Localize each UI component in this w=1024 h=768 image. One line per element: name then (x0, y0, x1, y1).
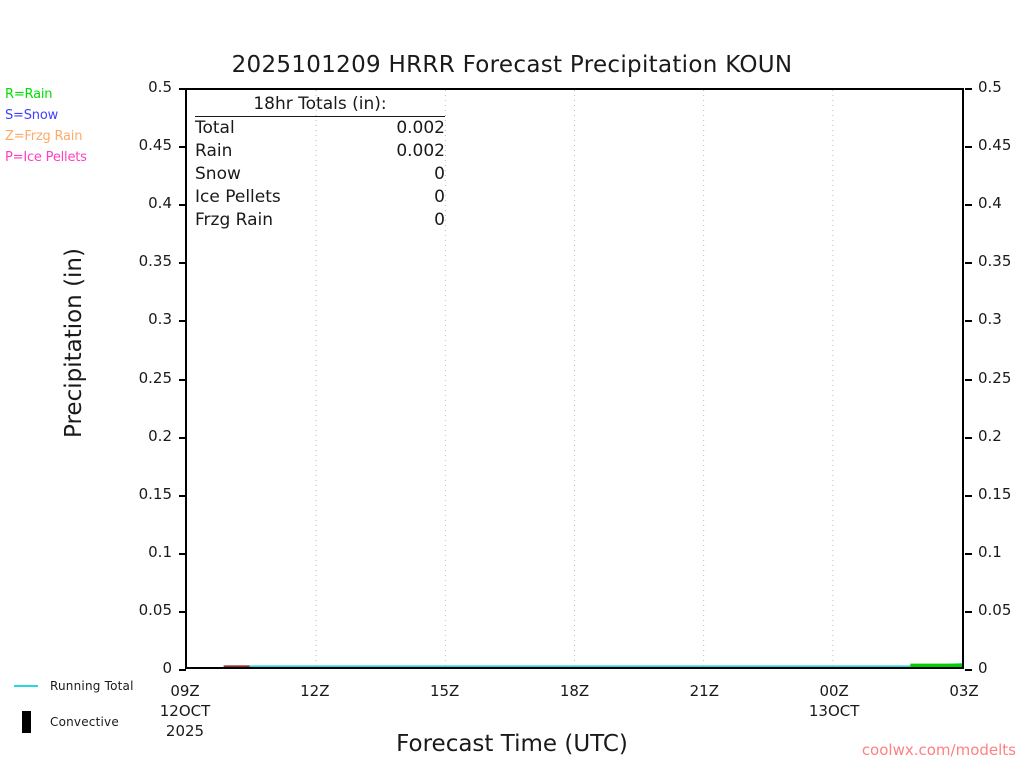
watermark: coolwx.com/modelts (861, 741, 1016, 759)
x-date-label: 2025 (165, 722, 205, 740)
x-tick-label: 09Z (170, 682, 200, 700)
y-tick-label-right: 0.45 (978, 136, 1012, 155)
y-tick-mark-right (965, 378, 972, 381)
legend-row-running-total: Running Total (14, 668, 134, 704)
totals-row-frzg-rain: Frzg Rain 0 (195, 209, 445, 232)
y-tick-label-right: 0.4 (978, 194, 1002, 213)
y-tick-label-right: 0.3 (978, 310, 1002, 329)
legend-item-rain: R=Rain (5, 87, 53, 102)
y-tick-mark-left (179, 552, 186, 555)
legend-item-frzg-rain: Z=Frzg Rain (5, 129, 83, 144)
y-tick-label-right: 0.35 (978, 252, 1012, 271)
plot-area[interactable]: R 18hr Totals (in): Total 0.002 Rain 0.0… (185, 88, 964, 669)
y-tick-mark-left (179, 378, 186, 381)
totals-label: Total (195, 118, 235, 138)
x-tick-label: 21Z (689, 682, 720, 700)
x-date-label: 12OCT (159, 702, 211, 720)
y-tick-mark-left (179, 262, 186, 265)
y-tick-mark-right (965, 146, 972, 149)
x-tick-label: 12Z (300, 682, 330, 700)
y-tick-label-right: 0 (978, 659, 988, 677)
x-tick-label: 15Z (429, 682, 460, 700)
totals-label: Rain (195, 141, 233, 161)
data-layer: R (187, 90, 962, 667)
totals-value: 0.002 (396, 118, 445, 138)
y-tick-label-left: 0 (162, 659, 172, 677)
y-axis-labels-right: 0.5 0.45 0.4 0.35 0.3 0.25 0.2 0.15 0.1 0.05 0 (978, 78, 1024, 677)
y-tick-label-right: 0.25 (978, 368, 1012, 387)
totals-box: 18hr Totals (in): Total 0.002 Rain 0.002… (195, 94, 445, 232)
y-axis-ticks-left (178, 88, 186, 671)
y-axis-labels-left: 0.5 0.45 0.4 0.35 0.3 0.25 0.2 0.15 0.1 0.05 0 (110, 78, 172, 677)
y-tick-label-right: 0.05 (978, 600, 1012, 619)
legend-row-convective: Convective (14, 704, 134, 740)
totals-value: 0.002 (396, 141, 445, 161)
y-tick-mark-left (179, 610, 186, 613)
legend-item-snow: S=Snow (5, 108, 59, 123)
legend-item-ice-pellets: P=Ice Pellets (5, 150, 87, 165)
grid-layer (187, 90, 962, 667)
y-tick-mark-left (179, 204, 186, 207)
totals-value: 0 (434, 164, 445, 184)
y-tick-label-left: 0.25 (138, 368, 172, 387)
y-tick-mark-right (965, 669, 972, 671)
x-axis-labels: 09Z 12Z 15Z 18Z 21Z 00Z 03Z 12OCT 2025 13OCT (0, 682, 1024, 742)
legend-label: Running Total (50, 679, 134, 693)
totals-row-snow: Snow 0 (195, 163, 445, 186)
totals-row-ice-pellets: Ice Pellets 0 (195, 186, 445, 209)
y-tick-label-left: 0.2 (148, 426, 172, 445)
totals-row-total: Total 0.002 (195, 117, 445, 140)
y-tick-label-left: 0.15 (138, 484, 172, 503)
y-tick-mark-right (965, 494, 972, 497)
y-tick-mark-right (965, 320, 972, 323)
running-total-line-swatch (14, 685, 38, 687)
y-tick-label-right: 0.2 (978, 426, 1002, 445)
convective-bar-swatch (22, 711, 31, 733)
y-tick-label-right: 0.1 (978, 542, 1002, 561)
y-tick-label-left: 0.1 (148, 542, 172, 561)
legend-label: Convective (50, 715, 119, 729)
x-axis-title: Forecast Time (UTC) (396, 731, 628, 757)
y-tick-label-left: 0.05 (138, 600, 172, 619)
y-tick-mark-left (179, 494, 186, 497)
y-tick-label-left: 0.5 (148, 78, 172, 96)
y-tick-label-left: 0.4 (148, 194, 172, 213)
x-tick-label: 18Z (559, 682, 590, 700)
totals-value: 0 (434, 210, 445, 230)
page-title: 2025101209 HRRR Forecast Precipitation K… (231, 52, 793, 78)
y-tick-mark-left (179, 436, 186, 439)
y-tick-mark-left (179, 146, 186, 149)
series-legend: Running Total Convective (14, 668, 134, 740)
y-tick-label-left: 0.3 (148, 310, 172, 329)
y-tick-label-right: 0.5 (978, 78, 1002, 96)
y-tick-mark-left (179, 320, 186, 323)
y-tick-mark-right (965, 610, 972, 613)
x-tick-label: 03Z (949, 682, 979, 700)
y-tick-mark-right (965, 88, 972, 90)
totals-row-rain: Rain 0.002 (195, 140, 445, 163)
x-tick-label: 00Z (819, 682, 849, 700)
totals-label: Snow (195, 164, 241, 184)
x-date-label: 13OCT (808, 702, 860, 720)
y-axis-title: Precipitation (in) (61, 248, 87, 438)
totals-title: 18hr Totals (in): (195, 94, 445, 117)
y-tick-mark-right (965, 436, 972, 439)
y-tick-label-left: 0.35 (138, 252, 172, 271)
y-tick-mark-left (179, 669, 186, 671)
totals-label: Ice Pellets (195, 187, 281, 207)
totals-value: 0 (434, 187, 445, 207)
y-tick-mark-right (965, 204, 972, 207)
totals-label: Frzg Rain (195, 210, 274, 230)
y-tick-mark-right (965, 262, 972, 265)
y-tick-mark-left (179, 88, 186, 90)
y-tick-mark-right (965, 552, 972, 555)
y-axis-ticks-right (963, 88, 972, 671)
precip-type-legend: R=Rain S=Snow Z=Frzg Rain P=Ice Pellets (5, 84, 87, 168)
y-tick-label-left: 0.45 (138, 136, 172, 155)
y-tick-label-right: 0.15 (978, 484, 1012, 503)
